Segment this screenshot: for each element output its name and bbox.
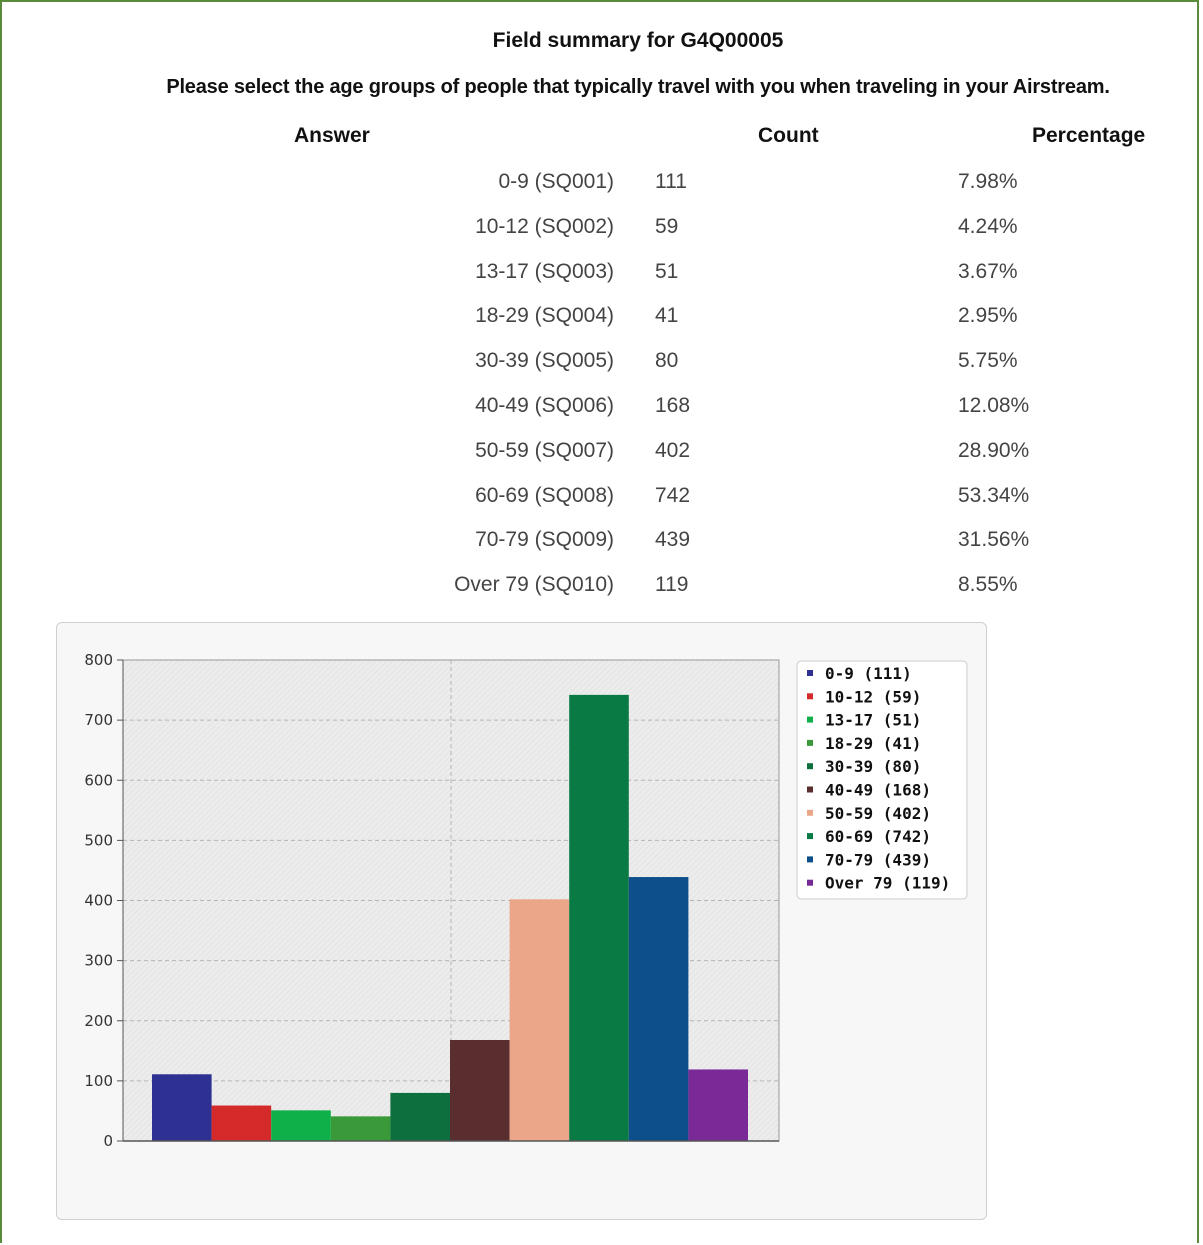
legend-label: 70-79 (439) [825,850,931,869]
percentage-cell: 53.34% [958,484,1029,508]
bar-40-49 [450,1040,510,1141]
legend-swatch [807,693,813,699]
answer-cell: 60-69 (SQ008) [194,484,614,508]
y-tick-label: 700 [84,711,113,729]
bar-18-29 [331,1116,391,1141]
legend-label: 10-12 (59) [825,687,921,706]
answer-cell: 30-39 (SQ005) [194,349,614,373]
bar-over-79 [688,1069,748,1141]
percentage-cell: 12.08% [958,394,1029,418]
column-header-count: Count [758,124,819,148]
legend-label: 18-29 (41) [825,734,921,753]
legend-swatch [807,810,813,816]
bar-10-12 [212,1106,272,1141]
legend-label: 60-69 (742) [825,827,931,846]
answer-cell: 50-59 (SQ007) [194,439,614,463]
legend-swatch [807,833,813,839]
legend-swatch [807,717,813,723]
legend-swatch [807,856,813,862]
legend-label: Over 79 (119) [825,874,950,893]
percentage-cell: 7.98% [958,170,1018,194]
question-text: Please select the age groups of people t… [2,76,1203,99]
page-title: Field summary for G4Q00005 [2,29,1203,53]
column-header-answer: Answer [294,124,370,148]
count-cell: 41 [655,304,678,328]
legend-label: 13-17 (51) [825,711,921,730]
bar-0-9 [152,1074,212,1141]
column-header-percentage: Percentage [1032,124,1145,148]
percentage-cell: 8.55% [958,573,1018,597]
y-tick-label: 100 [84,1072,113,1090]
percentage-cell: 28.90% [958,439,1029,463]
count-cell: 111 [655,170,687,194]
answer-cell: 70-79 (SQ009) [194,528,614,552]
bar-70-79 [629,877,689,1141]
legend-label: 40-49 (168) [825,781,931,800]
legend-swatch [807,670,813,676]
count-cell: 402 [655,439,690,463]
legend-swatch [807,740,813,746]
legend-label: 30-39 (80) [825,757,921,776]
y-tick-label: 600 [84,771,113,789]
percentage-cell: 2.95% [958,304,1018,328]
count-cell: 439 [655,528,690,552]
y-tick-label: 400 [84,892,113,910]
legend-swatch [807,787,813,793]
chart-container: 0 100 200 300 400 500 600 700 800 0-9 (111) 10-12 … [56,622,987,1220]
bar-13-17 [271,1110,331,1141]
y-tick-label: 0 [103,1132,113,1150]
percentage-cell: 3.67% [958,260,1018,284]
bar-50-59 [510,899,570,1141]
count-cell: 59 [655,215,678,239]
answer-cell: 10-12 (SQ002) [194,215,614,239]
count-cell: 742 [655,484,690,508]
legend-label: 50-59 (402) [825,804,931,823]
y-tick-label: 300 [84,952,113,970]
bar-60-69 [569,695,629,1141]
y-tick-label: 200 [84,1012,113,1030]
count-cell: 51 [655,260,678,284]
percentage-cell: 5.75% [958,349,1018,373]
count-cell: 168 [655,394,690,418]
answer-cell: 40-49 (SQ006) [194,394,614,418]
answer-cell: Over 79 (SQ010) [194,573,614,597]
y-tick-label: 800 [84,651,113,669]
legend-swatch [807,880,813,886]
count-cell: 119 [655,573,688,597]
percentage-cell: 4.24% [958,215,1018,239]
answer-cell: 18-29 (SQ004) [194,304,614,328]
answer-cell: 0-9 (SQ001) [194,170,614,194]
legend-swatch [807,763,813,769]
bar-chart: 0 100 200 300 400 500 600 700 800 0-9 (111) 10-12 … [57,623,988,1221]
bar-30-39 [390,1093,450,1141]
y-tick-label: 500 [84,831,113,849]
legend-label: 0-9 (111) [825,664,912,683]
answer-cell: 13-17 (SQ003) [194,260,614,284]
count-cell: 80 [655,349,678,373]
percentage-cell: 31.56% [958,528,1029,552]
